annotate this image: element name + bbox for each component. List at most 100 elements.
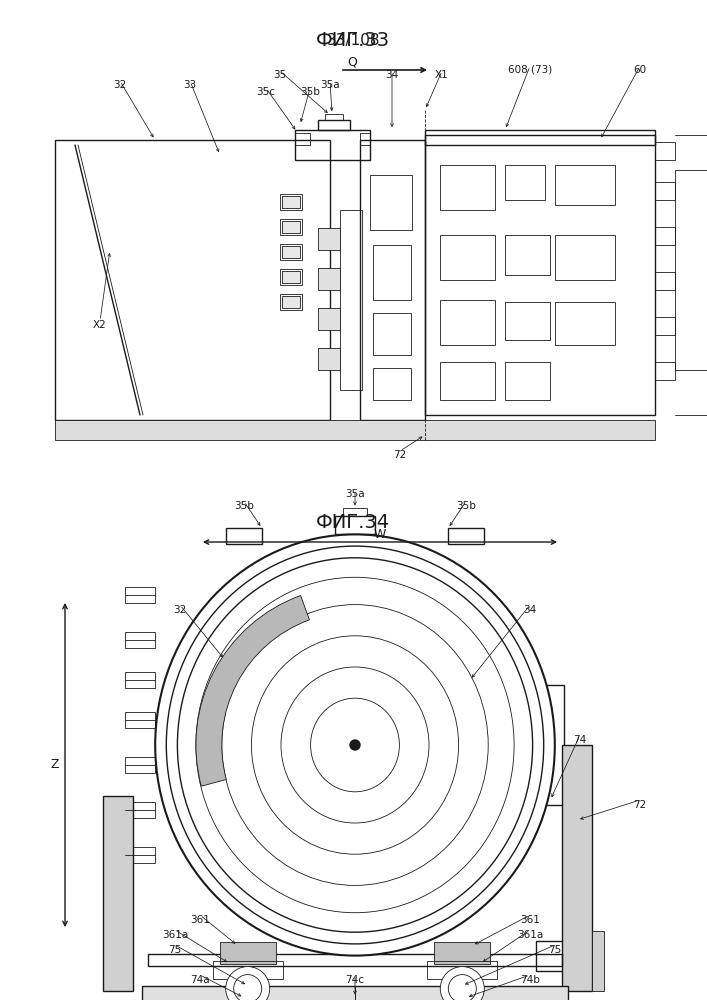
Bar — [370, 175, 412, 230]
Bar — [125, 587, 156, 603]
Text: 74c: 74c — [346, 975, 365, 985]
Bar — [505, 302, 550, 340]
Text: ФИГ.34: ФИГ.34 — [316, 512, 390, 532]
Bar — [440, 362, 495, 400]
Bar — [142, 986, 355, 1000]
Bar — [125, 632, 156, 648]
Bar — [537, 685, 564, 805]
Bar — [343, 508, 367, 516]
Bar — [537, 941, 564, 971]
Text: 361a: 361a — [517, 930, 543, 940]
Text: 35a: 35a — [345, 489, 365, 499]
Text: 33/108: 33/108 — [327, 33, 380, 48]
Circle shape — [440, 967, 484, 1000]
Bar — [505, 165, 545, 200]
Ellipse shape — [156, 534, 555, 956]
Bar — [555, 302, 615, 345]
Bar — [318, 308, 340, 330]
Bar — [655, 317, 675, 335]
Bar — [125, 847, 156, 863]
Bar — [318, 348, 340, 370]
Text: 74b: 74b — [520, 975, 540, 985]
Text: Q: Q — [347, 55, 357, 68]
Bar — [318, 120, 350, 130]
Bar — [373, 368, 411, 400]
Bar — [340, 210, 362, 390]
Bar — [282, 296, 300, 308]
Bar — [425, 130, 655, 145]
Bar — [280, 244, 302, 260]
Text: 361a: 361a — [162, 930, 188, 940]
Bar — [655, 272, 675, 290]
Text: 35c: 35c — [257, 87, 276, 97]
Text: 35a: 35a — [320, 80, 340, 90]
Bar — [360, 140, 425, 420]
Text: 75: 75 — [168, 945, 182, 955]
Wedge shape — [196, 595, 310, 786]
Bar — [103, 796, 133, 991]
Text: 608 (73): 608 (73) — [508, 65, 552, 75]
Bar — [282, 246, 300, 258]
Text: 35b: 35b — [300, 87, 320, 97]
Text: 34: 34 — [385, 70, 399, 80]
Bar — [282, 221, 300, 233]
Text: 33: 33 — [183, 80, 197, 90]
Bar — [325, 114, 343, 120]
Bar — [280, 194, 302, 210]
Bar — [373, 313, 411, 355]
Bar — [360, 133, 370, 145]
Text: ФИГ.33: ФИГ.33 — [316, 30, 390, 49]
Bar — [148, 954, 562, 966]
Bar — [142, 986, 568, 1000]
Text: Z: Z — [51, 758, 59, 772]
Bar — [282, 196, 300, 208]
Bar — [655, 227, 675, 245]
Bar — [655, 362, 675, 380]
Bar — [355, 986, 568, 1000]
Bar — [125, 802, 156, 818]
Bar — [555, 235, 615, 280]
Bar — [55, 140, 330, 420]
Text: 72: 72 — [393, 450, 407, 460]
Text: X1: X1 — [435, 70, 449, 80]
Text: 35: 35 — [274, 70, 286, 80]
Bar — [448, 528, 484, 544]
Text: 35b: 35b — [456, 501, 476, 511]
Text: 34: 34 — [523, 605, 537, 615]
Text: 72: 72 — [633, 800, 647, 810]
Text: 75: 75 — [549, 945, 561, 955]
Bar — [440, 300, 495, 345]
Bar — [427, 961, 497, 979]
Bar — [440, 165, 495, 210]
Text: 74: 74 — [573, 735, 587, 745]
Text: 32: 32 — [173, 605, 187, 615]
Bar — [55, 420, 655, 440]
Text: 361: 361 — [190, 915, 210, 925]
Text: 361: 361 — [520, 915, 540, 925]
Bar — [125, 712, 156, 728]
Bar — [280, 294, 302, 310]
Text: X2: X2 — [93, 320, 107, 330]
Bar — [373, 245, 411, 300]
Bar — [295, 133, 310, 145]
Bar — [440, 235, 495, 280]
Bar — [318, 268, 340, 290]
Text: 35b: 35b — [234, 501, 254, 511]
Circle shape — [350, 740, 360, 750]
Bar — [655, 182, 675, 200]
Bar — [562, 745, 592, 991]
Bar — [425, 135, 655, 415]
Bar — [592, 931, 604, 991]
Bar — [280, 269, 302, 285]
Bar — [213, 961, 283, 979]
Bar — [655, 142, 675, 160]
Text: 74a: 74a — [190, 975, 210, 985]
Text: 60: 60 — [633, 65, 647, 75]
Bar — [505, 362, 550, 400]
Bar — [295, 130, 370, 160]
Circle shape — [226, 967, 269, 1000]
Bar — [318, 228, 340, 250]
Bar — [226, 528, 262, 544]
Bar — [335, 516, 375, 534]
Bar — [505, 235, 550, 275]
